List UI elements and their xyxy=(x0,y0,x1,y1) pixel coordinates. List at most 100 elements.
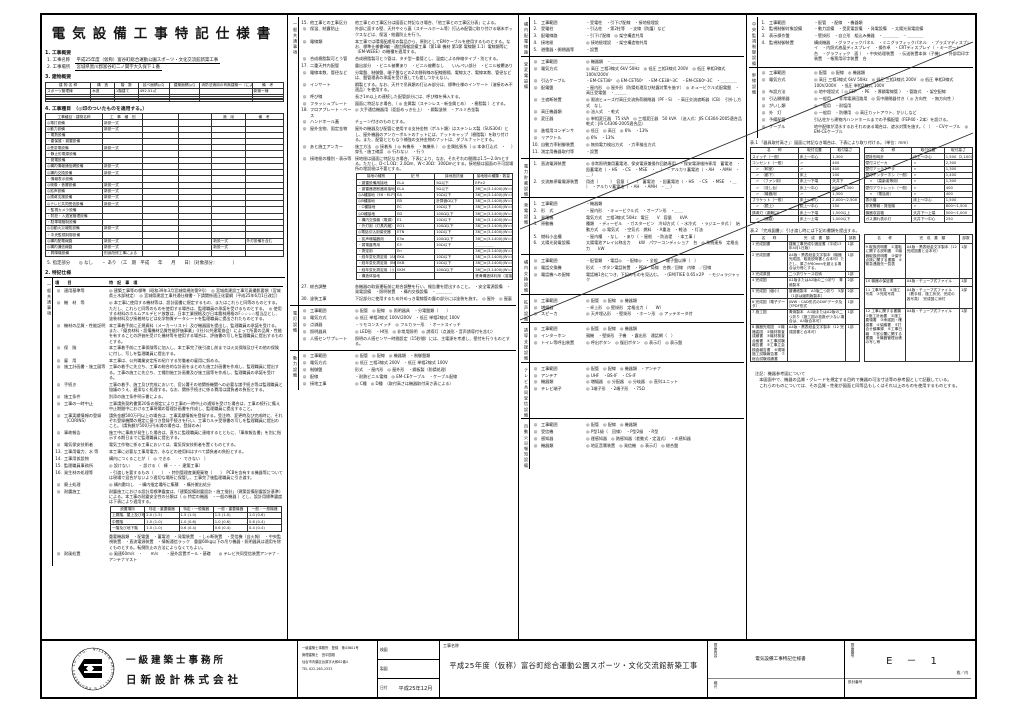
design-number-label: 設計番号 xyxy=(848,679,863,684)
table-cell: ・昇降機設備 xyxy=(44,249,104,258)
section-vertical-label: 発電設備 xyxy=(521,198,530,255)
section-vertical-label: 一般共通事項 xyxy=(290,17,299,305)
spec-item-head: ◎ 適用基準等 xyxy=(55,288,109,299)
item-marker: ◎ xyxy=(533,128,538,134)
item-description: ◎ 配管 ◎ 配線 ◎ 照明器具 ・分電盤類（ ） xyxy=(355,308,451,314)
item-description: 太陽電池アレイ公称出力 kW パワーコンディショナ 台 ◎ 系統連系 定格出力 … xyxy=(586,240,739,251)
item-name: 保温、結露防止 xyxy=(310,26,339,32)
table-cell xyxy=(211,187,246,196)
item-text: ・EM-CET38² ◎ EM-CET60² ・EM-CE38²-3C ・EM-… xyxy=(586,78,742,83)
item-description: ・引込柱 ・第2柱等 ・支線（防護）など xyxy=(586,26,666,32)
item-marker: 6. xyxy=(533,240,538,246)
item-description: 鋼製とする。なお、天井で吊具類の打込み部分は、標準仕様のインサート（溶接のみ不適… xyxy=(355,81,513,92)
item-text: ・屋内槽 ・なし ・あり（ ・屋根 ・防油堤 ・本工事 ） xyxy=(586,234,742,239)
item-marker: ◎ xyxy=(302,380,307,386)
table-row: 8 機器完成図 ①機器姿図 ②機材検査成績書 ③機材検査合格書 ④工事試験報告書… xyxy=(750,324,860,363)
table-cell: 6 完成図（電子データ） xyxy=(750,298,788,310)
item-description: 電気工作物に係る工事においては、電気保安技術者を置くものとする。 xyxy=(109,442,239,448)
embedded-table: 接地の種別記 号接地抵抗値 接地極の種類・数量 ・避雷設備用接地 ELA 5Ω以下 EP×… xyxy=(355,172,514,280)
item-text: ・リモコンスイッチ ◎ フルカラー形 ・オートスイッチ xyxy=(355,322,514,327)
table-cell: 38□×(3-1400)(W=40)×1 xyxy=(473,216,514,224)
item-marker: ◎ xyxy=(302,367,307,373)
item-description: ・屋内形 ◎ 屋外形（防錆処理及び結露対策を施す） ◎ キュービクル式配電盤 ・… xyxy=(586,85,740,96)
item-marker: ◎ xyxy=(761,123,766,129)
item-marker: ◎ xyxy=(56,322,61,328)
item-description: 他工事との工事区分は図面に特記なき場合、「他工事との工事区分表」による。 xyxy=(355,19,499,25)
item-marker: 10. xyxy=(532,142,539,147)
spec-item: ◎ 受信機 ◎ P型1級（ 回線） ・P型2級 ・R型 xyxy=(532,429,742,434)
spec-item: 10. 自動力率制御装置 ◎ 無効電力検出方式 ・力率検出方式 xyxy=(532,142,742,147)
item-name: 監視制御装置 xyxy=(769,40,794,46)
spec-item-head: 1. 工事範囲 xyxy=(532,201,586,206)
item-name: 工事用電力、水 等 xyxy=(64,449,99,455)
item-marker: ◎ xyxy=(761,96,766,102)
spec-item-head: ◎ 手続き xyxy=(55,382,109,393)
item-text: ◎ 一般用 ・防爆用 ◎ 高圧カットアウト、がいしなど xyxy=(814,110,971,115)
table-cell xyxy=(211,212,246,220)
spec-section: 自動火災報知設備 ◎ 工事範囲 ◎ 配管 ◎ 配線 ◎ 機器類 ◎ 受信機 ◎ P型1級（ … xyxy=(521,418,744,470)
spec-item-head: 15. 他工事との工事区分 xyxy=(301,20,355,25)
spec-item-head: ◎ リアクトル xyxy=(532,135,586,140)
item-marker: ◎ xyxy=(56,300,61,306)
section-vertical-label: 拡声設備 xyxy=(521,295,530,323)
item-name: 工事範囲 xyxy=(541,297,558,303)
item-marker: ◎ xyxy=(533,59,538,65)
spec-item-head: ◎ 外 灯 xyxy=(760,110,814,115)
item-marker: ◎ xyxy=(56,481,61,487)
item-marker: ◎ xyxy=(302,81,307,87)
table-cell: ・構内交換機（電源）用 xyxy=(355,216,397,224)
spec-item: 1. 工事範囲 ・機器類 xyxy=(532,201,742,206)
item-description: 請負金額500万円以上の場合は、工事実績情報を登録する。受注時、変更時及び完成時… xyxy=(109,412,283,429)
item-text: ・動力設備 ・受変電設備 ・発電設備 ・太陽光発電設備 xyxy=(814,26,971,31)
table-cell xyxy=(244,169,284,177)
section-vertical-label: 電灯設備 xyxy=(290,305,299,350)
spec-item: ◎ 適用基準等 ◎ 建築工事等の標準（昭和39年3月宮城県規則第9号） ◎ 宮城県建… xyxy=(55,288,283,299)
item-text: ・引下げ配線 ◎ 架空構造共用 xyxy=(586,33,742,38)
item-marker: 16. xyxy=(55,469,62,475)
item-text: ◎ 低圧 三相3線式 200V ・低圧 単相2線式 100V xyxy=(355,360,514,365)
table-row: ・情報表示設備 xyxy=(44,175,284,183)
table-header-cell: 一般・一般機器 xyxy=(246,505,283,514)
item-name: 高圧機器類 xyxy=(541,109,562,115)
item-name: 耐風処置 xyxy=(64,551,81,557)
item-name: 工事用仮設物 xyxy=(64,455,89,461)
section-body: ◎ 工事範囲 ◎ 配管 ◎ 配線 ◎ 照明器具 ・分電盤類（ ） ◎ 電気方式 ◎ 低圧 … xyxy=(299,306,516,350)
table-cell: 7 施工図 xyxy=(750,308,788,326)
designated-portion-line: 5. 指定部分 ◎ なし ・ あり （工 期 平成 年 月 日）（対象部分： ） xyxy=(47,260,238,266)
item-description: 工事の着手に先立ち、工事の総合的な計画をまとめた施工計画書を作成し、監理職員に提… xyxy=(109,364,279,380)
table-cell xyxy=(434,272,475,280)
item-description: 本工事に必要な工事用電力、水などの使用料はすべて請負者の負担とする。 xyxy=(109,449,247,455)
table-row: ◎動力設備 新設一式 xyxy=(44,125,284,133)
spec-item: ◎ 点滅器 ・リモコンスイッチ ◎ フルカラー形 ・オートスイッチ xyxy=(301,322,514,327)
item-marker: ◎ xyxy=(533,442,538,448)
mounting-height-table-left: 名 称取付位置 取付高さ スイッチ（一般） 床上～中心 1,300 コンセント（一般）〃 4… xyxy=(750,146,860,223)
item-marker: ◎ xyxy=(302,360,307,366)
spec-item: ◎ 工事範囲 ◎ 配管 ◎ 配線 ◎ 機器類 xyxy=(760,70,971,75)
overview-line-label: 1. 工事名称 xyxy=(47,58,75,63)
table-cell xyxy=(178,249,213,258)
item-text: ◎ C種 ◎ D種 （取付高さは機器取付高さ表による） xyxy=(355,381,514,386)
title-block: NISSHIN ARCHITECTS & ENGINEERS CO.,LTD. … xyxy=(42,639,975,697)
table-cell xyxy=(244,200,284,208)
spec-section: 受変電設備 ◎ 工事範囲 ◎ 機器類 ・＿＿＿＿＿＿ ◎ 電気方式 ◎ 高圧 三相3線式 6… xyxy=(521,55,744,158)
table-cell: 新設一式 xyxy=(211,237,246,245)
spec-item: ◎ 電線本数、管径など 分電盤、制御盤、端子盤などの2次側幹線の配線間隔、電線太さ、… xyxy=(301,70,514,81)
spec-item: ◎ 電気保安技術者 電気工作物に係る工事においては、電気保安技術者を置くものとする。 xyxy=(55,442,283,447)
table-cell: ・経年変化測定用（リチウム用） xyxy=(355,266,397,274)
spec-item: 2. 受電柱 ・引込柱 ・第2柱等 ・支線（防護）など xyxy=(532,26,742,31)
item-text: ◎ 配管 ◎ 配線 ◎ 機器類 ・制御盤類 xyxy=(355,353,514,358)
table-cell: 天井下～中心 xyxy=(911,215,945,223)
special-notes-heading: 2. 特記仕様 xyxy=(45,270,72,276)
spec-item-head: ◎ 耐風処置 xyxy=(55,551,109,562)
spec-item: ◎ 機材の品質・性能証明 本工事着手前に正規資料（メーカーリスト）及び機器図を提出し… xyxy=(55,323,283,344)
spec-item: ◎ ハンドホール蓋 チェーン付きのものとする。 xyxy=(301,119,514,124)
item-description: ◎ 限流ヒューズ付高圧交流負荷開閉器（PF・S） ・高圧交流遮断器（CB） 引外… xyxy=(586,97,742,108)
item-name: 直流電源装置 xyxy=(541,161,566,167)
spec-item-head: ◎ 事故報告 xyxy=(55,430,109,441)
item-name: ハンドホール蓋 xyxy=(310,119,339,125)
spec-item: ◎ 合成樹脂製可とう管 合成樹脂製可とう管は、タチ型一重管とし、温度による伸縮タイプ… xyxy=(301,56,514,61)
item-marker: ◎ xyxy=(533,386,538,392)
spec-item-head: 4. 原動機 xyxy=(532,221,586,232)
table-row: ブラケット（一般） 床上～中心 2,000～2,500 xyxy=(750,196,860,204)
